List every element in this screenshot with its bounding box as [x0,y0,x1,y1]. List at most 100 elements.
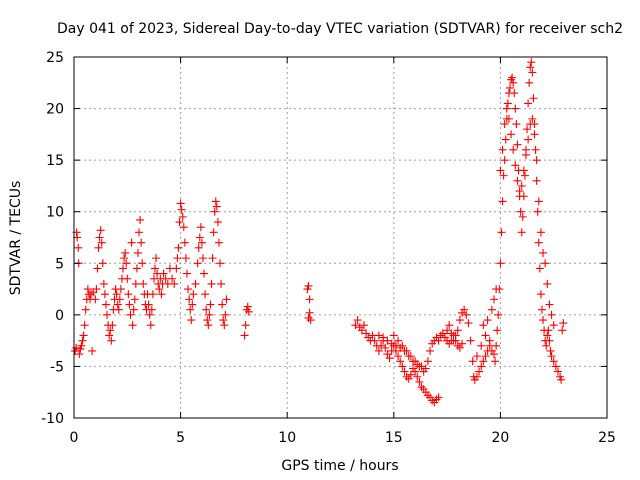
data-point [306,316,315,325]
data-point [549,357,558,366]
data-point [526,63,535,72]
data-point [196,223,205,232]
data-point [415,362,424,371]
data-point [362,329,371,338]
axis-ticks: 0 5 10 15 20 25 -10 -5 0 5 10 15 20 25 [41,50,616,446]
data-point [445,321,454,330]
data-point [400,367,409,376]
data-point [305,295,314,304]
data-point [458,339,467,348]
data-point [379,333,388,342]
data-point [133,248,142,257]
data-point [544,326,553,335]
data-point [491,357,500,366]
data-point [220,321,229,330]
data-point [525,78,534,87]
data-point [126,310,135,319]
data-point [516,207,525,216]
data-point [545,300,554,309]
data-point [180,238,189,247]
data-point [188,300,197,309]
data-point [186,305,195,314]
data-point [216,259,225,268]
data-point [176,199,185,208]
data-point [509,78,518,87]
data-point [507,130,516,139]
data-point [411,357,420,366]
data-point [211,197,220,206]
data-point [449,336,458,345]
data-point [374,346,383,355]
x-tick-label: 0 [70,430,79,446]
data-point [492,285,501,294]
data-point [523,125,532,134]
data-point [73,233,82,242]
data-point [460,305,469,314]
data-point [389,331,398,340]
data-point [103,310,112,319]
x-tick-label: 5 [176,430,185,446]
data-point [91,295,100,304]
data-point [209,228,218,237]
data-point [185,295,194,304]
data-point [191,279,200,288]
data-point [145,310,154,319]
data-series [71,58,568,407]
data-point [241,321,250,330]
data-point [179,223,188,232]
data-point [519,166,528,175]
data-point [112,290,121,299]
data-point [528,114,537,123]
data-point [500,156,509,165]
data-point [93,264,102,273]
data-point [201,290,210,299]
data-point [127,238,136,247]
y-tick-label: 5 [55,256,64,272]
data-point [168,274,177,283]
data-point [222,295,231,304]
data-point [423,357,432,366]
data-point [72,343,81,352]
x-axis-label: GPS time / hours [281,458,398,474]
data-point [383,336,392,345]
y-tick-label: 20 [46,102,64,118]
data-point [546,346,555,355]
data-point [406,370,415,379]
data-point [99,279,108,288]
data-point [177,205,186,214]
data-point [490,295,499,304]
data-point [96,226,105,235]
data-point [206,300,215,309]
data-point [105,331,114,340]
data-point [551,362,560,371]
data-point [533,207,542,216]
data-point [521,150,530,159]
data-point [549,321,558,330]
data-point [558,326,567,335]
data-point [125,300,134,309]
data-point [396,357,405,366]
data-point [128,321,137,330]
data-point [205,310,214,319]
data-point [475,367,484,376]
data-point [383,350,392,359]
data-point [136,215,145,224]
data-point [181,254,190,263]
chart-title: Day 041 of 2023, Sidereal Day-to-day VTE… [57,21,623,37]
data-point [534,197,543,206]
data-point [95,233,104,242]
data-point [528,68,537,77]
data-point [513,140,522,149]
data-point [518,212,527,221]
data-point [539,316,548,325]
data-point [559,319,568,328]
data-point [505,83,514,92]
data-point [490,350,499,359]
data-point [532,156,541,165]
data-point [88,346,97,355]
data-point [487,305,496,314]
data-point [203,316,212,325]
data-point [536,228,545,237]
data-point [304,281,313,290]
